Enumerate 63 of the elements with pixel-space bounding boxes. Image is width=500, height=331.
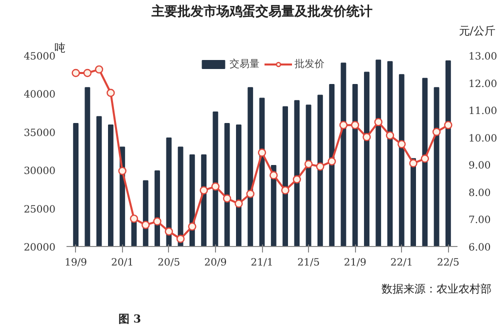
point [374,118,382,126]
x-tick-label: 20/1 [111,258,134,268]
point [118,166,126,176]
point [398,140,406,148]
y-tick-label: 35000 [24,128,56,139]
x-tick-label: 20/5 [158,258,180,268]
point [164,227,174,236]
point [432,128,441,136]
point [258,148,266,157]
y2-tick-label: 13.00 [468,52,498,62]
legend-label: 交易量 [230,58,260,71]
point [281,186,290,194]
point [153,217,162,226]
point [222,194,232,203]
point [130,214,138,223]
caption: 图 3 [118,312,141,326]
point [386,131,394,140]
point [106,88,115,97]
y2-tick-label: 8.00 [468,188,491,199]
chart-title: 主要批发市场鸡蛋交易量及批发价统计 [150,4,372,20]
point [350,120,360,130]
legend-label: 批发价 [294,58,324,71]
y2-tick-label: 10.00 [468,133,498,144]
y-tick-label: 20000 [24,242,56,254]
point [200,186,208,194]
y2-tick-label: 9.00 [468,160,491,172]
y2-axis-title: 元/公斤 [458,24,496,38]
point [234,200,243,208]
point [72,68,80,78]
y2-tick-label: 12.00 [468,78,498,90]
point [176,234,185,243]
x-tick-label: 22/5 [436,258,460,268]
point [292,175,302,184]
y-tick-label: 40000 [24,90,56,101]
point [339,120,348,130]
point [83,68,92,78]
y2-tick-label: 7.00 [468,215,491,226]
point [142,220,150,230]
point [420,154,430,163]
y-tick-label: 25000 [24,204,56,216]
point [188,222,196,231]
point [270,171,278,180]
x-tick-label: 19/9 [64,258,88,268]
point [246,190,254,198]
y-tick-label: 45000 [24,52,56,62]
point [316,162,324,171]
point [94,65,104,74]
x-tick-label: 20/9 [204,258,227,268]
y2-tick-label: 11.00 [468,106,498,118]
x-tick-label: 22/1 [390,258,413,268]
x-tick-label: 21/5 [297,258,320,268]
y2-tick-label: 6.00 [468,242,491,254]
point [409,159,418,168]
point [444,120,452,130]
point [211,182,220,191]
y-axis-title: 吨 [54,42,66,54]
x-tick-label: 21/1 [250,258,274,268]
point [362,132,371,142]
y-tick-label: 30000 [24,166,56,178]
point [304,160,313,168]
x-tick-label: 21/9 [344,258,366,268]
source-note: 数据来源：农业农村部 [382,282,492,296]
point [328,157,336,166]
